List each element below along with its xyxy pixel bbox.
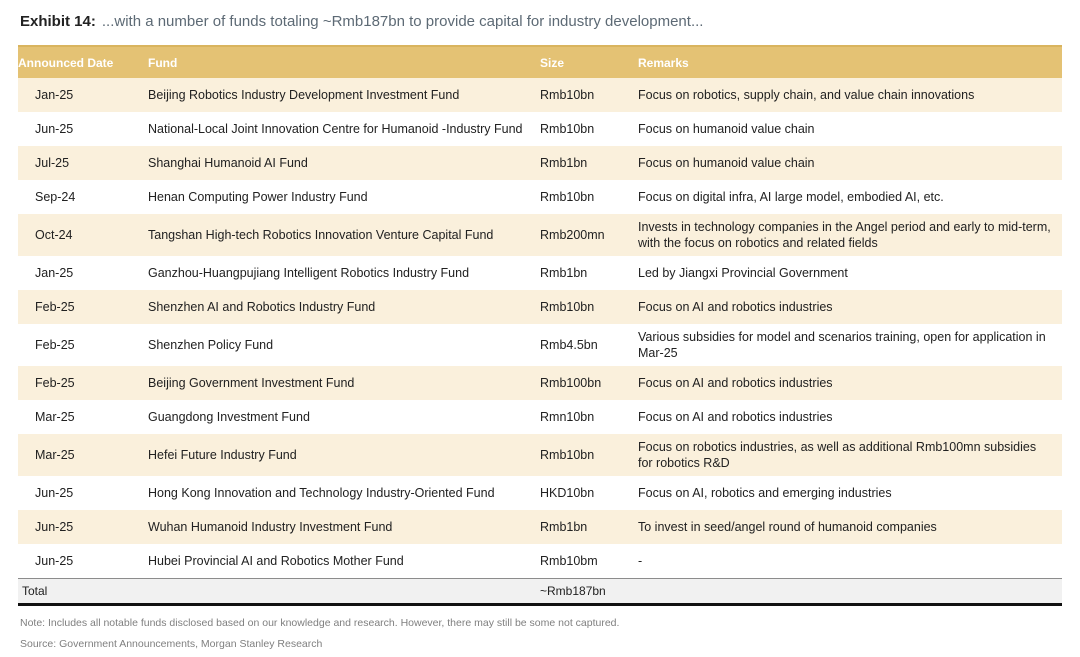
- cell-announced-date: Feb-25: [35, 300, 75, 314]
- cell-remarks: -: [638, 554, 643, 568]
- cell-size: Rmb10bn: [540, 88, 595, 102]
- cell-announced-date: Jun-25: [35, 486, 74, 500]
- cell-fund: Hong Kong Innovation and Technology Indu…: [148, 486, 495, 500]
- cell-announced-date: Oct-24: [35, 228, 73, 242]
- column-header-announced-date: Announced Date: [18, 55, 114, 70]
- cell-fund: Shenzhen Policy Fund: [148, 338, 274, 352]
- table-row: Mar-25 Hefei Future Industry Fund Rmb10b…: [18, 434, 1062, 476]
- cell-size: Rmb10bn: [540, 448, 595, 462]
- table-row: Sep-24 Henan Computing Power Industry Fu…: [18, 180, 1062, 214]
- cell-size: Rmn10bn: [540, 410, 595, 424]
- cell-announced-date: Mar-25: [35, 448, 75, 462]
- column-header-size: Size: [540, 55, 565, 70]
- cell-announced-date: Feb-25: [35, 338, 75, 352]
- table-row: Jun-25 Hubei Provincial AI and Robotics …: [18, 544, 1062, 578]
- cell-announced-date: Jul-25: [35, 156, 70, 170]
- source-text: Source: Government Announcements, Morgan…: [20, 638, 323, 650]
- table-row: Jan-25 Ganzhou-Huangpujiang Intelligent …: [18, 256, 1062, 290]
- cell-announced-date: Jun-25: [35, 554, 74, 568]
- cell-fund: Hubei Provincial AI and Robotics Mother …: [148, 554, 404, 568]
- cell-announced-date: Jun-25: [35, 520, 74, 534]
- funds-table: Announced Date Fund Size Remarks Jan-25 …: [18, 45, 1062, 606]
- cell-remarks: Focus on AI, robotics and emerging indus…: [638, 486, 892, 500]
- cell-remarks: Various subsidies for model and scenario…: [638, 330, 1046, 360]
- cell-announced-date: Jun-25: [35, 122, 74, 136]
- table-header-row: Announced Date Fund Size Remarks: [18, 45, 1062, 78]
- cell-size: Rmb100bn: [540, 376, 602, 390]
- cell-remarks: Focus on humanoid value chain: [638, 122, 815, 136]
- cell-size: Rmb1bn: [540, 520, 588, 534]
- cell-size: Rmb200mn: [540, 228, 605, 242]
- total-remarks-spacer: [638, 586, 1062, 596]
- footnotes: Note: Includes all notable funds disclos…: [18, 617, 1062, 650]
- table-body: Jan-25 Beijing Robotics Industry Develop…: [18, 78, 1062, 578]
- cell-remarks: Invests in technology companies in the A…: [638, 220, 1051, 250]
- cell-remarks: Focus on AI and robotics industries: [638, 410, 833, 424]
- exhibit-title-text: ...with a number of funds totaling ~Rmb1…: [101, 13, 704, 30]
- cell-remarks: Focus on AI and robotics industries: [638, 376, 833, 390]
- cell-announced-date: Jan-25: [35, 266, 74, 280]
- cell-remarks: Focus on AI and robotics industries: [638, 300, 833, 314]
- cell-fund: Guangdong Investment Fund: [148, 410, 310, 424]
- cell-remarks: Focus on humanoid value chain: [638, 156, 815, 170]
- cell-remarks: Focus on robotics, supply chain, and val…: [638, 88, 975, 102]
- exhibit-title: Exhibit 14: ...with a number of funds tot…: [18, 12, 1062, 32]
- cell-fund: Shenzhen AI and Robotics Industry Fund: [148, 300, 376, 314]
- cell-fund: Tangshan High-tech Robotics Innovation V…: [148, 228, 494, 242]
- cell-size: Rmb10bm: [540, 554, 598, 568]
- table-row: Jun-25 Hong Kong Innovation and Technolo…: [18, 476, 1062, 510]
- table-row: Jun-25 Wuhan Humanoid Industry Investmen…: [18, 510, 1062, 544]
- total-fund-spacer: [148, 586, 540, 596]
- cell-fund: Shanghai Humanoid AI Fund: [148, 156, 308, 170]
- cell-fund: Beijing Robotics Industry Development In…: [148, 88, 460, 102]
- cell-remarks: Focus on digital infra, AI large model, …: [638, 190, 944, 204]
- cell-fund: Ganzhou-Huangpujiang Intelligent Robotic…: [148, 266, 470, 280]
- cell-size: HKD10bn: [540, 486, 595, 500]
- table-row: Oct-24 Tangshan High-tech Robotics Innov…: [18, 214, 1062, 256]
- cell-fund: Wuhan Humanoid Industry Investment Fund: [148, 520, 393, 534]
- table-row: Jun-25 National-Local Joint Innovation C…: [18, 112, 1062, 146]
- table-total-row: Total ~Rmb187bn: [18, 578, 1062, 606]
- cell-announced-date: Mar-25: [35, 410, 75, 424]
- table-row: Feb-25 Shenzhen AI and Robotics Industry…: [18, 290, 1062, 324]
- cell-size: Rmb1bn: [540, 156, 588, 170]
- column-header-fund: Fund: [148, 55, 178, 70]
- cell-announced-date: Sep-24: [35, 190, 76, 204]
- table-row: Jul-25 Shanghai Humanoid AI Fund Rmb1bn …: [18, 146, 1062, 180]
- note-text: Note: Includes all notable funds disclos…: [20, 617, 620, 629]
- cell-announced-date: Jan-25: [35, 88, 74, 102]
- cell-remarks: Focus on robotics industries, as well as…: [638, 440, 1037, 470]
- cell-size: Rmb1bn: [540, 266, 588, 280]
- table-row: Feb-25 Beijing Government Investment Fun…: [18, 366, 1062, 400]
- cell-size: Rmb10bn: [540, 122, 595, 136]
- cell-size: Rmb4.5bn: [540, 338, 598, 352]
- cell-fund: Henan Computing Power Industry Fund: [148, 190, 368, 204]
- table-row: Mar-25 Guangdong Investment Fund Rmn10bn…: [18, 400, 1062, 434]
- cell-announced-date: Feb-25: [35, 376, 75, 390]
- cell-fund: National-Local Joint Innovation Centre f…: [148, 122, 523, 136]
- cell-remarks: To invest in seed/angel round of humanoi…: [638, 520, 937, 534]
- cell-remarks: Led by Jiangxi Provincial Government: [638, 266, 848, 280]
- cell-fund: Hefei Future Industry Fund: [148, 448, 297, 462]
- total-label: Total: [22, 584, 48, 598]
- exhibit-label: Exhibit 14:: [20, 13, 96, 30]
- cell-size: Rmb10bn: [540, 300, 595, 314]
- total-size-value: ~Rmb187bn: [540, 584, 606, 598]
- table-row: Jan-25 Beijing Robotics Industry Develop…: [18, 78, 1062, 112]
- table-row: Feb-25 Shenzhen Policy Fund Rmb4.5bn Var…: [18, 324, 1062, 366]
- column-header-remarks: Remarks: [638, 55, 689, 70]
- cell-fund: Beijing Government Investment Fund: [148, 376, 355, 390]
- cell-size: Rmb10bn: [540, 190, 595, 204]
